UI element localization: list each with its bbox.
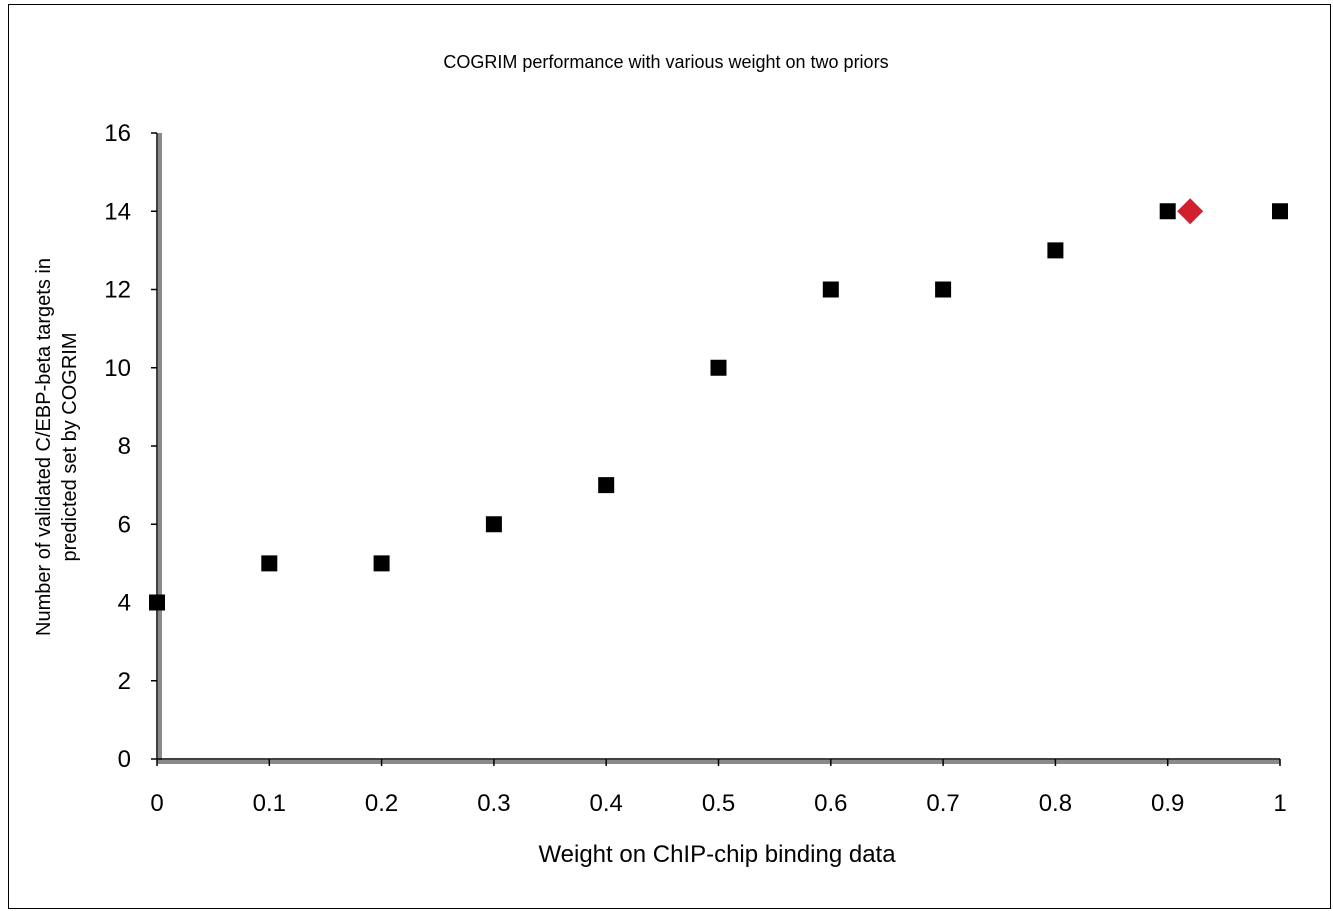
data-point-square <box>935 281 952 298</box>
y-tick-label: 0 <box>118 746 131 773</box>
y-tick-labels: 0 2 4 6 8 10 12 14 16 <box>104 120 131 773</box>
y-tick-label: 16 <box>104 120 131 147</box>
y-tick-label: 6 <box>118 511 131 538</box>
x-tick-labels: 0 0.1 0.2 0.3 0.4 0.5 0.6 0.7 0.8 0.9 1 <box>150 790 1286 817</box>
data-point-square <box>710 359 727 376</box>
x-axis-label: Weight on ChIP-chip binding data <box>538 841 896 868</box>
x-tick-label: 0 <box>150 790 163 817</box>
x-tick-label: 0.8 <box>1039 790 1072 817</box>
y-tick-label: 10 <box>104 355 131 382</box>
x-tick-label: 0.9 <box>1151 790 1184 817</box>
chart-frame <box>8 4 1331 909</box>
data-point-square <box>149 594 165 611</box>
y-tick-label: 14 <box>104 198 131 225</box>
x-tick-label: 0.3 <box>477 790 510 817</box>
data-point-square <box>1047 242 1064 259</box>
x-tick-label: 0.6 <box>814 790 847 817</box>
x-tick-label: 0.2 <box>365 790 398 817</box>
data-point-square <box>1159 203 1176 220</box>
data-point-square <box>373 555 390 572</box>
axes <box>151 132 1281 766</box>
data-point-diamond <box>1177 198 1204 225</box>
y-tick-label: 12 <box>104 277 131 304</box>
y-axis-label: Number of validated C/EBP-beta targets i… <box>33 258 81 636</box>
y-tick-label: 8 <box>118 433 131 460</box>
x-tick-label: 0.1 <box>253 790 286 817</box>
data-point-square <box>822 281 839 298</box>
data-point-square <box>485 516 502 533</box>
data-point-square <box>1272 203 1288 220</box>
y-tick-label: 2 <box>118 668 131 695</box>
data-point-square <box>598 477 615 494</box>
y-axis-label-line-2: predicted set by COGRIM <box>59 333 81 562</box>
chart-title: COGRIM performance with various weight o… <box>443 52 888 72</box>
data-points <box>149 198 1288 611</box>
y-tick-label: 4 <box>118 590 131 617</box>
y-axis-label-line-1: Number of validated C/EBP-beta targets i… <box>33 258 55 636</box>
x-tick-label: 0.7 <box>926 790 959 817</box>
data-point-square <box>261 555 278 572</box>
x-tick-label: 0.4 <box>590 790 623 817</box>
x-tick-label: 1 <box>1273 790 1286 817</box>
x-tick-label: 0.5 <box>702 790 735 817</box>
